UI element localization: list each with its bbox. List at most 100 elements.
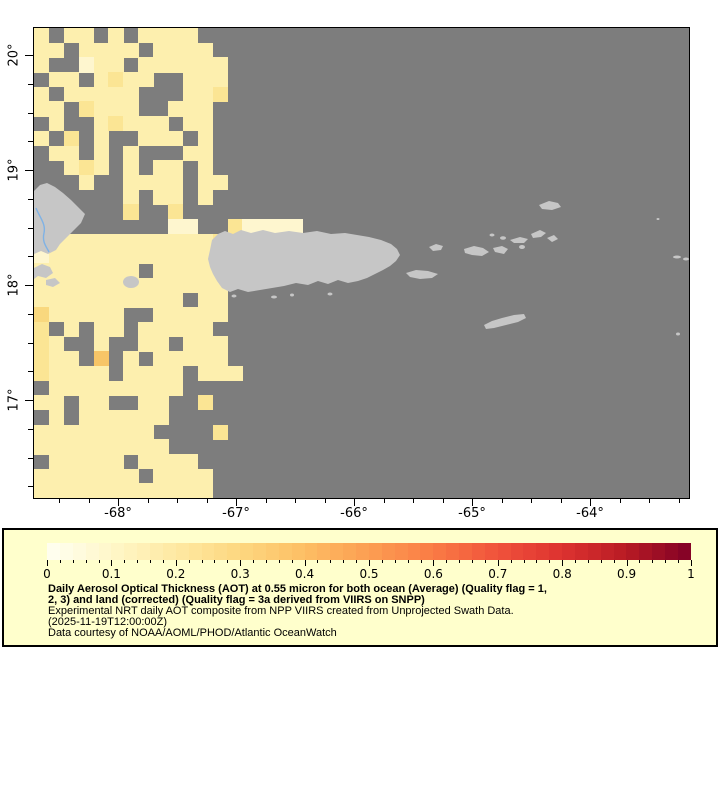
- aot-cell: [227, 218, 243, 235]
- colorbar-step: [278, 543, 292, 560]
- colorbar-tick-label: 0: [43, 567, 51, 581]
- aot-cell: [197, 101, 214, 117]
- aot-cell: [167, 453, 184, 470]
- aot-cell: [182, 351, 199, 367]
- aot-cell: [108, 307, 124, 323]
- aot-cell: [63, 439, 80, 455]
- colorbar-tick-label: 0.5: [359, 567, 379, 581]
- aot-cell: [153, 292, 169, 308]
- aot-cell: [34, 307, 50, 323]
- aot-cell: [167, 218, 184, 235]
- colorbar-minor-tick: [98, 560, 100, 563]
- latitude-tick-label: 17°: [6, 388, 22, 412]
- aot-cell: [138, 28, 154, 44]
- colorbar-minor-tick: [188, 560, 190, 563]
- colorbar-major-tick: [111, 560, 113, 566]
- aot-cell: [78, 365, 95, 382]
- colorbar-step: [124, 543, 138, 560]
- colorbar-step: [111, 543, 125, 560]
- legend-credit: Data courtesy of NOAA/AOML/PHOD/Atlantic…: [48, 627, 337, 639]
- colorbar-step: [356, 543, 369, 560]
- colorbar-step: [497, 543, 511, 560]
- latitude-tick-label: 19°: [6, 158, 22, 182]
- colorbar-tick-label: 0.9: [617, 567, 637, 581]
- aot-cell: [153, 57, 169, 73]
- colorbar-minor-tick: [330, 560, 332, 563]
- aot-cell: [34, 130, 50, 147]
- aot-cell: [93, 72, 110, 88]
- x-major-tick: [354, 498, 355, 506]
- aot-cell: [197, 116, 214, 132]
- aot-cell: [78, 101, 95, 117]
- aot-cell: [48, 468, 65, 484]
- aot-cell: [197, 277, 214, 293]
- legend-subtitle-line1: Experimental NRT daily AOT composite fro…: [48, 605, 514, 617]
- aot-cell: [153, 42, 169, 58]
- aot-cell: [212, 351, 229, 367]
- aot-cell: [93, 233, 110, 249]
- colorbar-minor-tick: [407, 560, 409, 563]
- colorbar-step: [227, 543, 241, 560]
- aot-cell: [167, 277, 184, 293]
- colorbar-step: [304, 543, 318, 560]
- aot-cell: [197, 189, 214, 205]
- aot-cell: [197, 72, 214, 88]
- aot-cell: [93, 292, 110, 308]
- colorbar-step: [162, 543, 176, 560]
- colorbar-step: [420, 543, 434, 560]
- aot-cell: [138, 72, 154, 88]
- colorbar-tick-label: 0.8: [552, 567, 572, 581]
- aot-cell: [197, 145, 214, 161]
- aot-cell: [138, 233, 154, 249]
- colorbar-major-tick: [240, 560, 242, 566]
- aot-cell: [108, 72, 124, 88]
- aot-cell: [197, 42, 214, 58]
- aot-cell: [63, 72, 80, 88]
- aot-cell: [93, 145, 110, 161]
- colorbar-step: [665, 543, 678, 560]
- aot-cell: [182, 336, 199, 352]
- aot-cell: [34, 365, 50, 382]
- aot-cell: [93, 86, 110, 103]
- colorbar-minor-tick: [446, 560, 448, 563]
- aot-cell: [34, 395, 50, 411]
- aot-cell: [93, 130, 110, 147]
- aot-cell: [197, 233, 214, 249]
- colorbar-minor-tick: [85, 560, 87, 563]
- islet: [290, 293, 294, 297]
- colorbar-step: [446, 543, 459, 560]
- aot-cell: [153, 365, 169, 382]
- aot-cell: [108, 468, 124, 484]
- aot-cell: [138, 116, 154, 132]
- colorbar-step: [85, 543, 99, 560]
- x-major-tick: [472, 498, 473, 506]
- aot-cell: [197, 395, 214, 411]
- aot-cell: [153, 307, 169, 323]
- aot-cell: [93, 409, 110, 426]
- colorbar-step: [47, 543, 60, 560]
- aot-cell: [34, 336, 50, 352]
- aot-cell: [212, 86, 229, 103]
- aot-cell: [48, 336, 65, 352]
- aot-cell: [212, 424, 229, 440]
- aot-cell: [123, 483, 139, 498]
- colorbar-step: [677, 543, 691, 560]
- aot-cell: [138, 321, 154, 338]
- aot-cell: [138, 174, 154, 191]
- x-major-tick: [590, 498, 591, 506]
- colorbar-step: [98, 543, 112, 560]
- tortola-island: [510, 237, 528, 243]
- colorbar-minor-tick: [394, 560, 396, 563]
- aot-cell: [153, 453, 169, 470]
- aot-cell: [78, 174, 95, 191]
- aot-cell: [138, 292, 154, 308]
- aot-cell: [48, 72, 65, 88]
- aot-cell: [78, 277, 95, 293]
- aot-cell: [287, 218, 303, 235]
- aot-cell: [167, 233, 184, 249]
- aot-cell: [78, 395, 95, 411]
- aot-cell: [123, 116, 139, 132]
- aot-cell: [167, 204, 184, 220]
- aot-cell: [93, 57, 110, 73]
